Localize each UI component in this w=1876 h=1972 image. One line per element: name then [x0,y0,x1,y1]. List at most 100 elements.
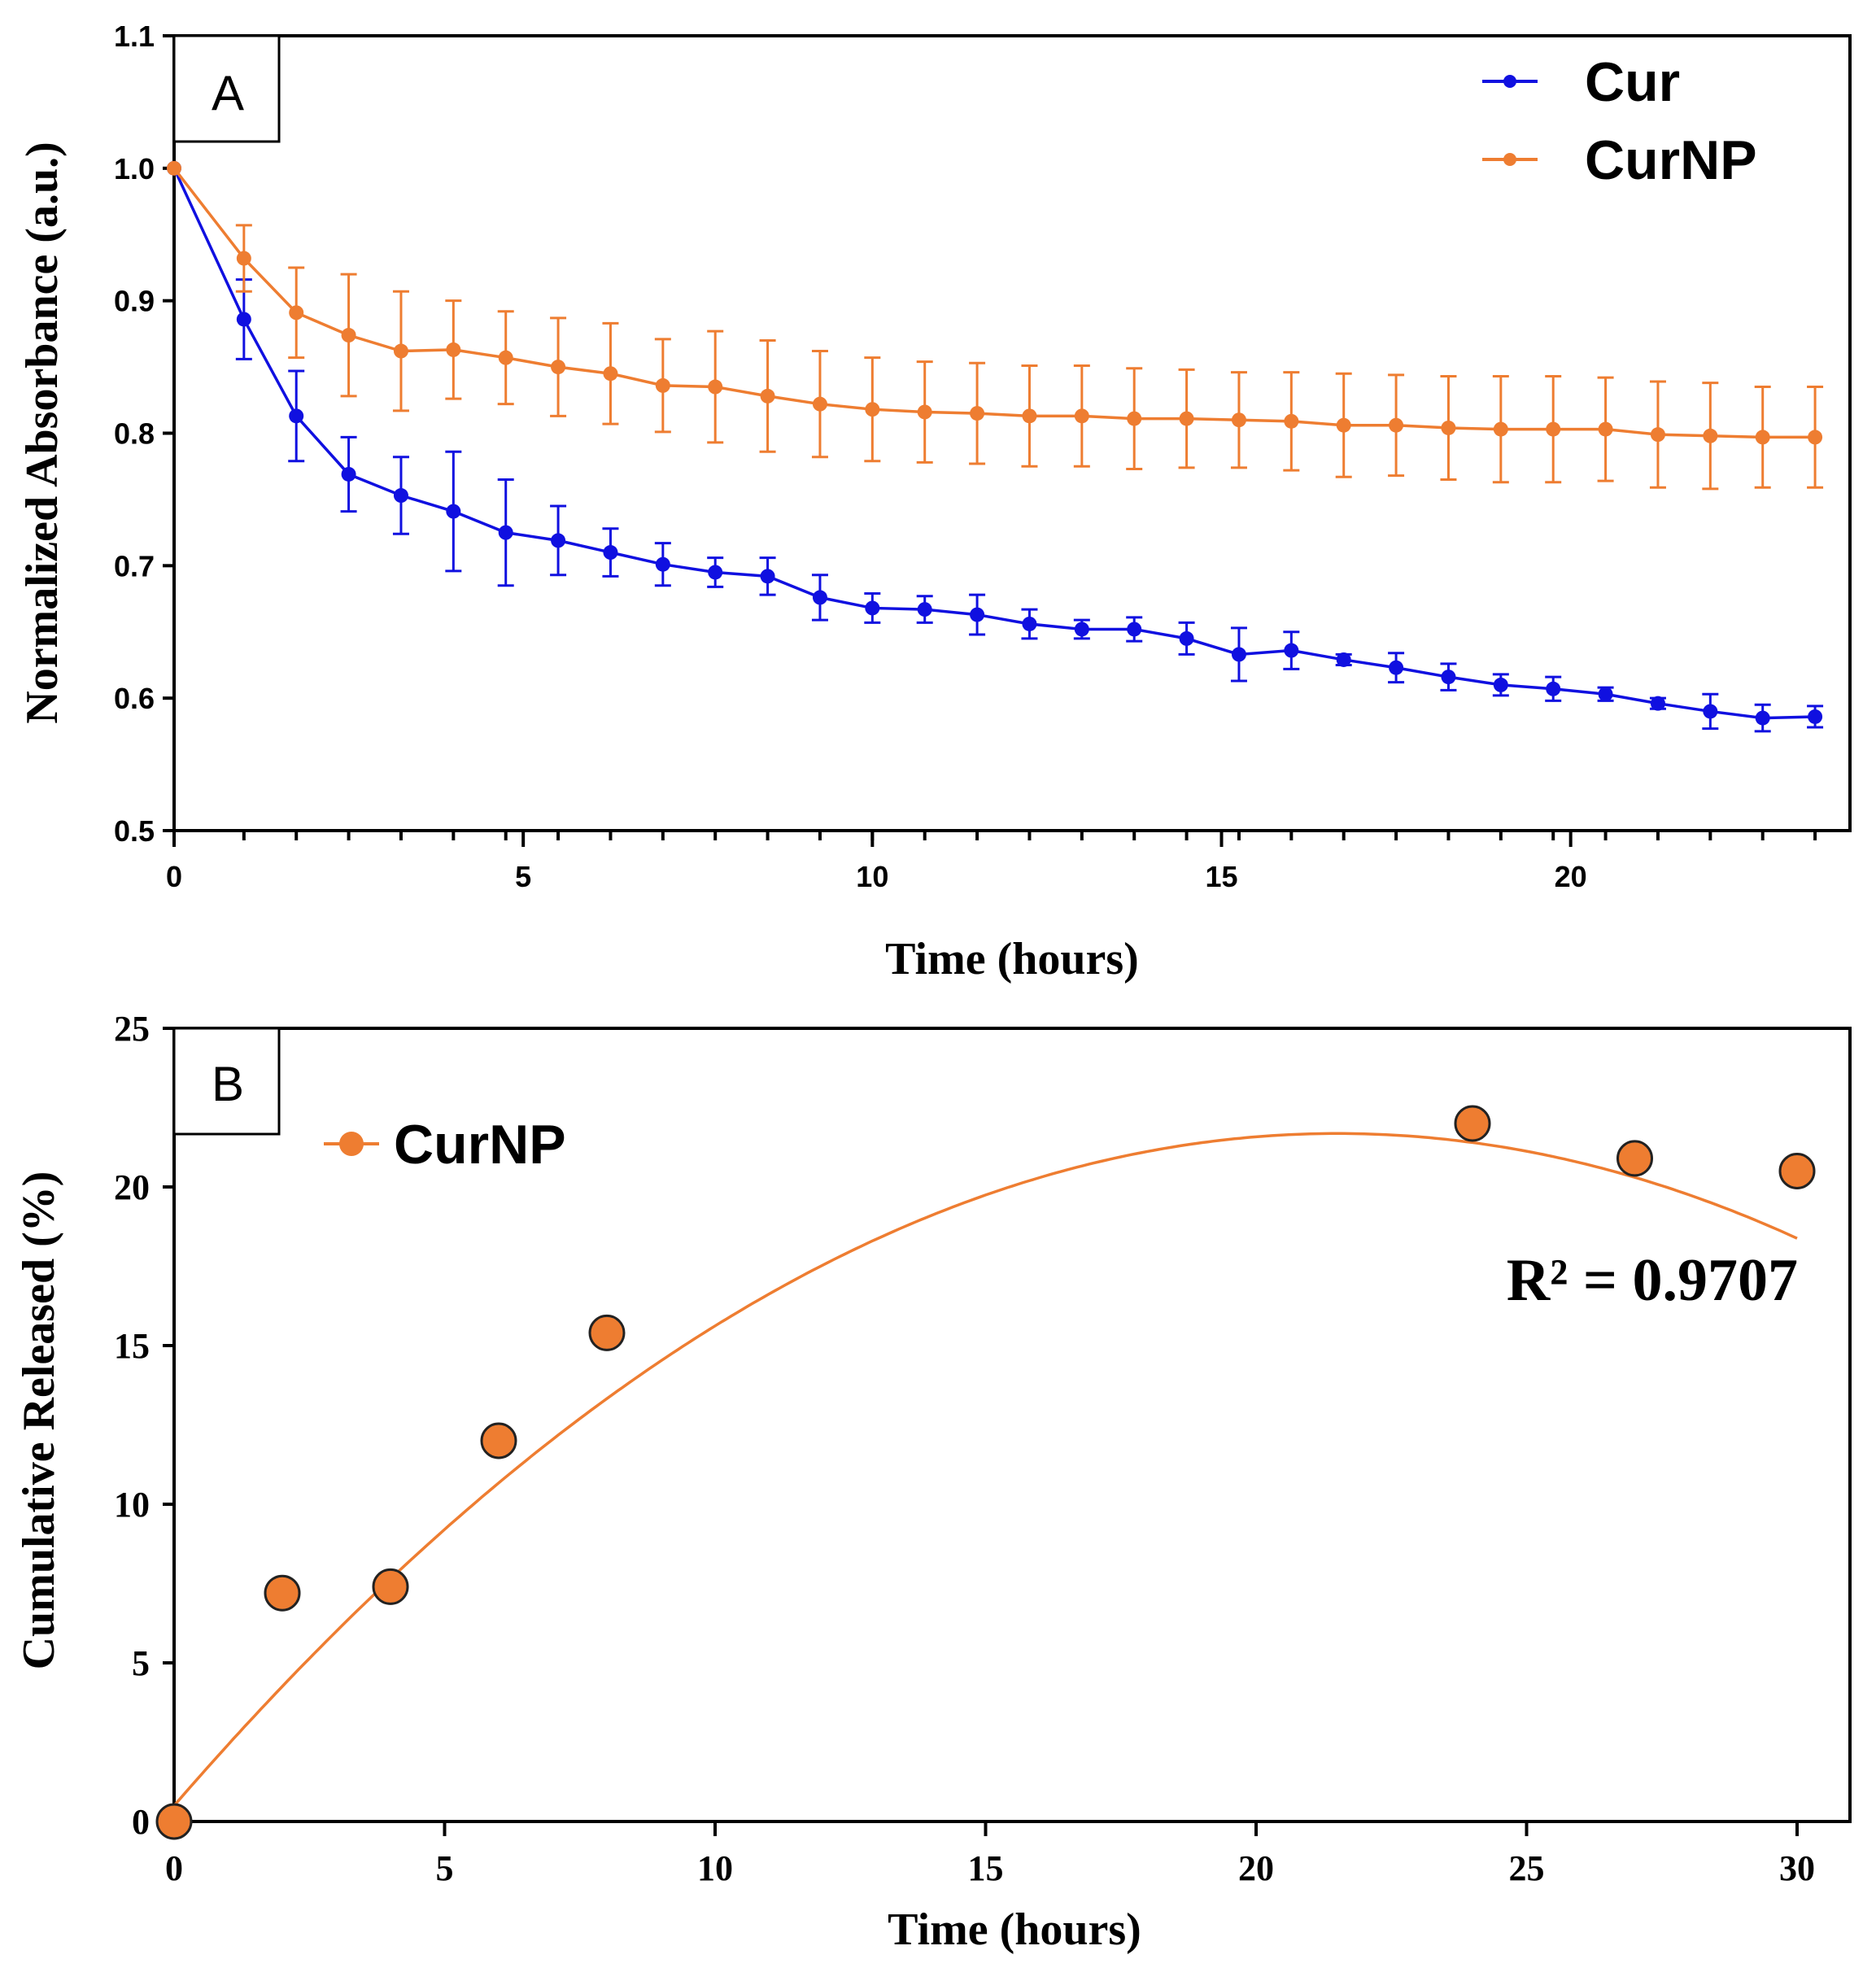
data-point-cur [1493,677,1508,692]
series-layer-a [167,160,1824,733]
data-point-curnp [1598,421,1613,437]
x-tick-label-a: 20 [1555,860,1587,893]
data-point-curnp [393,343,408,359]
data-point-cur [603,545,618,561]
data-point-cur [393,488,408,504]
data-point-cur [551,533,566,548]
data-point-curnp [289,305,304,321]
data-point-cur [812,590,827,605]
legend-b: CurNP [324,1114,566,1176]
x-tick-label-a: 15 [1205,860,1237,893]
data-point-curnp [551,360,566,375]
data-point-curnp-b [155,1803,193,1840]
y-tick-label-a: 1.0 [114,152,155,185]
legend-label-curnp-b: CurNP [394,1114,566,1176]
y-tick-label-a: 0.7 [114,549,155,582]
y-tick-label-a: 0.6 [114,682,155,715]
data-point-curnp [1755,430,1770,445]
x-tick-label-b: 25 [1509,1848,1545,1888]
x-axis-title-a: Time (hours) [885,934,1139,984]
data-point-cur [655,556,670,572]
data-point-cur [1755,710,1770,726]
series-cur [167,160,1824,733]
data-point-curnp [1650,427,1665,443]
data-point-cur [1336,652,1351,667]
y-tick-label-b: 25 [114,1009,150,1049]
y-tick-label-b: 15 [114,1326,150,1366]
data-point-curnp-b [480,1422,517,1459]
data-point-cur [1074,622,1089,637]
data-point-cur [1703,704,1718,719]
data-point-cur [236,312,251,327]
data-point-cur [1389,660,1404,675]
data-point-curnp-b [372,1568,409,1605]
y-tick-label-b: 5 [132,1643,150,1683]
data-point-curnp-b [1454,1105,1491,1142]
data-point-curnp-b [1778,1153,1816,1189]
data-point-cur [289,408,304,424]
data-point-cur [1808,709,1823,724]
y-axis-a: 0.5 0.6 0.7 0.8 0.9 1.0 1.1 [114,20,174,848]
y-tick-label-b: 0 [132,1802,150,1842]
y-tick-label-a: 1.1 [114,20,155,53]
data-point-curnp [1546,421,1561,437]
data-point-cur [1022,616,1037,631]
data-point-curnp [341,328,356,343]
data-point-curnp-b [588,1314,626,1351]
data-point-cur [1127,622,1142,637]
data-point-cur [446,504,461,519]
data-point-cur [1231,647,1246,662]
x-tick-label-b: 10 [697,1848,733,1888]
data-point-curnp [1493,421,1508,437]
y-tick-label-b: 20 [114,1167,150,1207]
data-point-curnp [498,350,513,365]
data-point-curnp [603,366,618,382]
series-curnp-b [155,1105,1816,1840]
legend-marker-cur [1503,75,1516,88]
data-point-cur [498,525,513,540]
x-tick-label-b: 30 [1779,1848,1815,1888]
data-point-curnp [760,388,775,404]
x-tick-label-a: 10 [856,860,888,893]
legend-a: Cur CurNP [1482,51,1757,191]
chart-panel-b: B 0 5 10 15 20 25 0 5 10 15 20 25 30 Cumulative Rel… [14,1009,1852,1955]
chart-panel-a: A 0.5 0.6 0.7 0.8 0.9 1.0 1.1 0 5 10 15 20 Normali… [17,20,1852,984]
data-point-curnp-b [1616,1140,1653,1177]
data-point-curnp [970,406,985,421]
legend-marker-curnp-b [339,1132,364,1156]
panel-label-a: A [212,66,244,120]
legend-marker-curnp [1503,153,1516,166]
x-tick-label-b: 15 [968,1848,1004,1888]
y-axis-title-b: Cumulative Released (%) [14,1171,64,1670]
x-axis-title-b: Time (hours) [888,1904,1141,1955]
data-point-curnp [1389,417,1404,433]
panel-label-box-a [172,34,281,143]
data-point-cur [1650,696,1665,711]
y-tick-label-a: 0.5 [114,814,155,848]
panel-label-box-b [172,1027,281,1136]
data-point-cur [1284,643,1299,658]
data-point-curnp [236,251,251,266]
data-point-cur [917,602,932,617]
y-axis-b: 0 5 10 15 20 25 [114,1009,174,1842]
series-curnp [167,160,1824,491]
data-point-curnp [1074,408,1089,424]
data-point-curnp [865,402,880,417]
x-tick-label-a: 5 [515,860,531,893]
x-axis-a: 0 5 10 15 20 [166,831,1817,893]
y-axis-title-a: Normalized Absorbance (a.u.) [17,142,68,724]
data-point-cur [1598,687,1613,702]
data-point-cur [970,607,985,622]
data-point-curnp [917,404,932,420]
data-point-cur [760,569,775,584]
data-point-curnp [1336,417,1351,433]
data-point-curnp [1022,408,1037,424]
data-point-curnp [708,379,723,395]
legend-label-cur: Cur [1585,51,1680,113]
data-point-curnp-b [264,1574,301,1612]
y-tick-label-a: 0.9 [114,285,155,318]
data-point-cur [1179,630,1194,646]
data-point-curnp [1231,412,1246,428]
y-tick-label-a: 0.8 [114,417,155,451]
data-point-curnp [1808,430,1823,445]
